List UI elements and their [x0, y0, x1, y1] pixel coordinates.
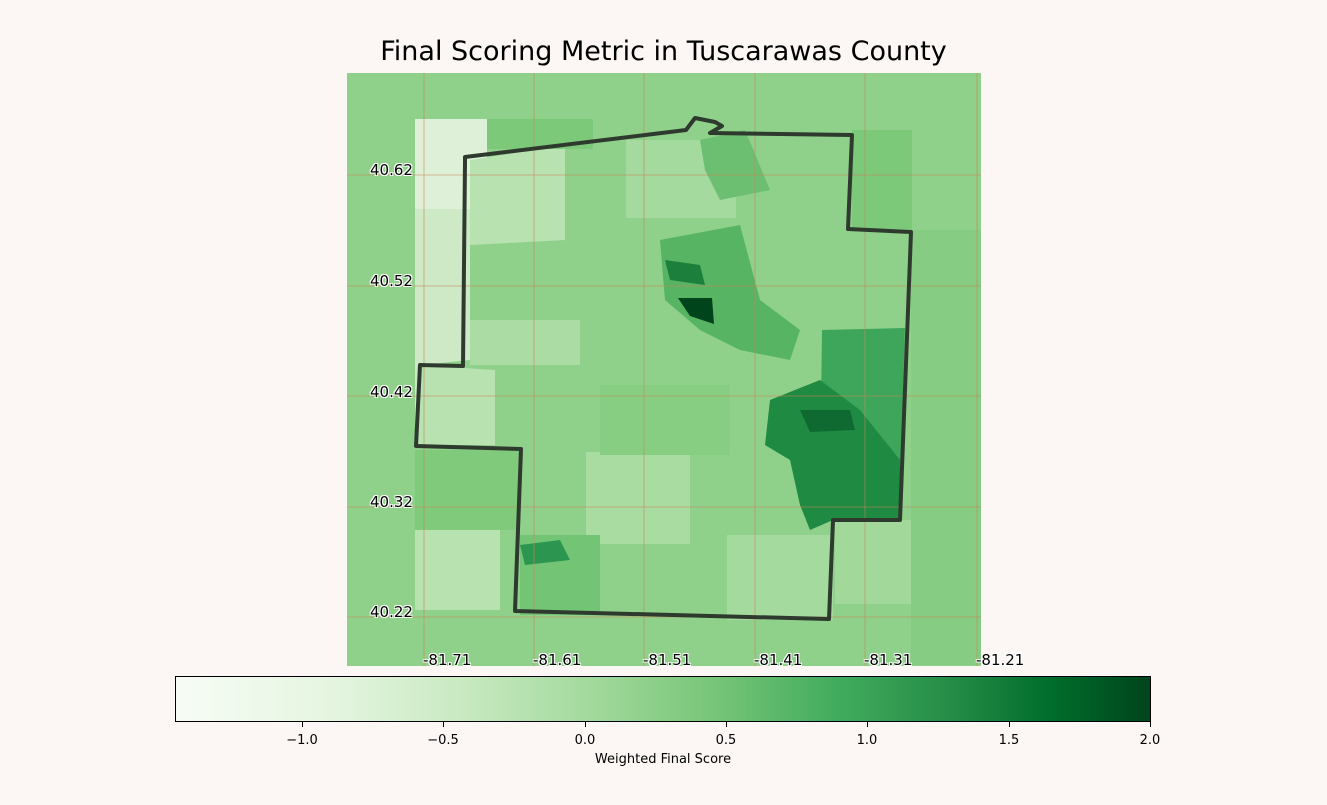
- map-title: Final Scoring Metric in Tuscarawas Count…: [380, 36, 947, 67]
- latitude-tick-label: 40.52: [370, 272, 413, 290]
- longitude-tick-label: -81.51: [643, 651, 692, 669]
- high-score-region-southeast: [765, 380, 900, 530]
- mid-score-region-sw: [415, 450, 520, 530]
- high-score-spot-east: [800, 410, 855, 432]
- colorbar-tick-mark: [726, 722, 727, 727]
- colorbar-label: Weighted Final Score: [594, 752, 732, 767]
- low-score-region-south-center: [727, 535, 833, 620]
- colorbar-tick-mark: [1150, 722, 1151, 727]
- colorbar-tick-label: −1.0: [286, 733, 318, 748]
- low-score-region-southwest: [418, 365, 495, 445]
- colorbar-tick-label: −0.5: [427, 733, 459, 748]
- map-gridlines: [347, 73, 981, 666]
- colorbar-tick-mark: [585, 722, 586, 727]
- colorbar-tick-label: 2.0: [1139, 733, 1161, 748]
- low-score-region-southwest-bottom: [415, 530, 500, 610]
- mid-score-region-east-strip: [911, 230, 981, 665]
- high-score-region-city: [660, 225, 800, 360]
- colorbar-tick-label: 1.0: [856, 733, 878, 748]
- latitude-tick-label: 40.22: [370, 603, 413, 621]
- low-score-region-center-left: [470, 320, 580, 365]
- longitude-tick-label: -81.21: [976, 651, 1025, 669]
- latitude-tick-label: 40.32: [370, 493, 413, 511]
- longitude-tick-label: -81.61: [533, 651, 582, 669]
- high-score-region-ne-rural: [700, 130, 770, 200]
- colorbar-tick-mark: [443, 722, 444, 727]
- colorbar-tick-mark: [1009, 722, 1010, 727]
- latitude-tick-label: 40.42: [370, 383, 413, 401]
- low-score-region-east: [835, 520, 911, 604]
- longitude-tick-label: -81.41: [754, 651, 803, 669]
- longitude-tick-label: -81.71: [423, 651, 472, 669]
- longitude-tick-label: -81.31: [864, 651, 913, 669]
- colorbar-tick-mark: [302, 722, 303, 727]
- colorbar-tick-label: 0.0: [574, 733, 596, 748]
- mid-score-region-center: [600, 385, 730, 455]
- county-boundary: [414, 116, 913, 621]
- low-score-region-south: [586, 452, 690, 544]
- low-score-region-west: [470, 145, 565, 245]
- colorbar: [175, 676, 1151, 722]
- high-score-spot-city: [665, 260, 705, 285]
- colorbar-tick-label: 1.5: [998, 733, 1020, 748]
- high-score-spot-southwest: [520, 540, 570, 565]
- latitude-tick-label: 40.62: [370, 161, 413, 179]
- mid-score-region-northeast: [852, 130, 912, 230]
- highest-score-spot: [678, 298, 714, 324]
- colorbar-tick-mark: [867, 722, 868, 727]
- colorbar-tick-label: 0.5: [715, 733, 737, 748]
